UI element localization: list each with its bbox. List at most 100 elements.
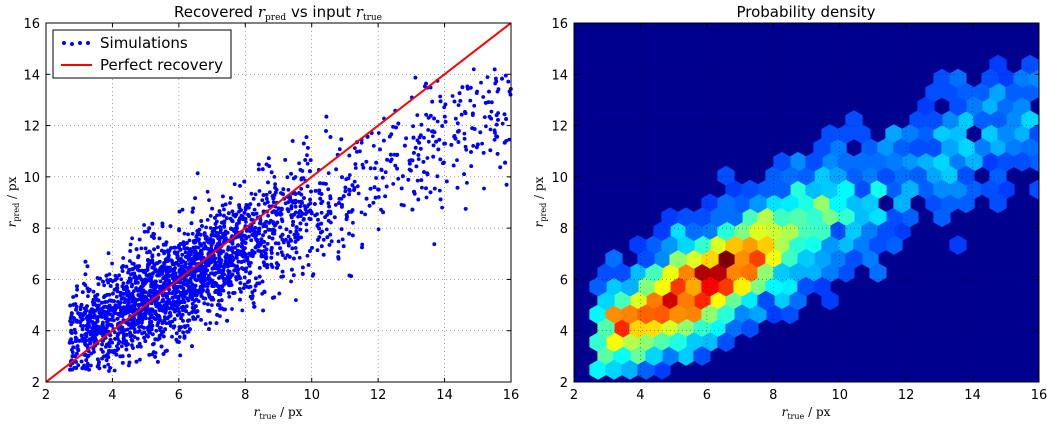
scatter-y-tick-label: 4 bbox=[32, 325, 40, 340]
simulation-point bbox=[185, 329, 190, 334]
simulation-point bbox=[479, 80, 483, 85]
simulation-point bbox=[334, 167, 338, 172]
simulation-point bbox=[415, 113, 420, 117]
simulation-point bbox=[74, 293, 79, 298]
simulation-point bbox=[226, 291, 231, 295]
simulation-point bbox=[72, 302, 76, 307]
simulation-point bbox=[504, 182, 509, 187]
simulation-point bbox=[367, 203, 372, 208]
density-hexbin bbox=[957, 110, 975, 130]
density-x-axis-label: rtrue / px bbox=[782, 405, 831, 421]
simulation-point bbox=[420, 185, 424, 190]
density-hexbin bbox=[933, 124, 951, 144]
simulation-point bbox=[151, 341, 156, 346]
simulation-point bbox=[189, 221, 194, 226]
simulation-point bbox=[125, 327, 130, 332]
simulation-point bbox=[193, 196, 198, 201]
density-hexbin bbox=[821, 262, 839, 283]
simulation-point bbox=[161, 329, 166, 334]
simulation-point bbox=[432, 116, 436, 121]
simulation-point bbox=[450, 94, 455, 98]
simulation-point bbox=[104, 273, 109, 278]
simulation-point bbox=[191, 206, 196, 211]
simulation-point bbox=[182, 293, 187, 298]
simulation-point bbox=[101, 350, 105, 354]
density-hexbin bbox=[725, 262, 743, 283]
density-hexbin bbox=[893, 165, 911, 186]
density-hexbin bbox=[669, 304, 687, 325]
simulation-point bbox=[455, 158, 459, 163]
simulation-point bbox=[273, 241, 278, 246]
simulation-point bbox=[298, 221, 303, 226]
simulation-point bbox=[147, 291, 152, 296]
simulation-point bbox=[290, 246, 295, 251]
simulation-point bbox=[443, 119, 448, 124]
simulation-point bbox=[349, 274, 354, 278]
density-hexbin bbox=[813, 165, 831, 186]
density-hexbin bbox=[973, 110, 991, 130]
simulation-point bbox=[173, 251, 177, 255]
simulation-point bbox=[424, 112, 429, 117]
simulation-point bbox=[84, 324, 89, 328]
density-hexbin bbox=[941, 110, 959, 130]
density-hexbin bbox=[981, 179, 999, 200]
simulation-point bbox=[368, 186, 373, 191]
density-hexbin bbox=[957, 82, 975, 103]
density-hexbin bbox=[933, 207, 951, 228]
simulation-point bbox=[412, 151, 416, 155]
simulation-point bbox=[347, 153, 352, 158]
simulation-point bbox=[73, 330, 78, 335]
density-hexbin bbox=[597, 318, 615, 339]
legend-marker-simulations bbox=[62, 41, 90, 46]
simulation-point bbox=[456, 103, 461, 107]
density-hexbin bbox=[861, 249, 879, 269]
simulation-point bbox=[262, 263, 267, 268]
simulation-point bbox=[129, 309, 134, 314]
simulation-point bbox=[424, 186, 428, 191]
density-hexbin bbox=[733, 304, 751, 325]
density-hexbin bbox=[821, 207, 839, 228]
scatter-y-tick-label: 12 bbox=[23, 120, 40, 135]
simulation-point bbox=[476, 142, 480, 147]
simulation-point bbox=[131, 295, 136, 300]
simulation-point bbox=[352, 179, 357, 184]
simulation-point bbox=[83, 272, 88, 277]
density-hexbin bbox=[765, 165, 783, 186]
density-hexbin bbox=[661, 318, 679, 339]
density-hexbin bbox=[837, 179, 855, 200]
simulation-point bbox=[260, 167, 265, 172]
simulation-point bbox=[232, 182, 237, 187]
simulation-point bbox=[179, 280, 183, 285]
simulation-point bbox=[402, 203, 406, 208]
simulation-point bbox=[430, 99, 435, 104]
simulation-point bbox=[217, 303, 222, 307]
simulation-point bbox=[120, 354, 125, 359]
simulation-point bbox=[498, 165, 503, 170]
simulation-point bbox=[470, 126, 475, 131]
simulation-point bbox=[108, 366, 112, 370]
simulation-point bbox=[460, 85, 465, 90]
simulation-point bbox=[341, 194, 346, 199]
simulation-point bbox=[126, 363, 131, 368]
simulation-point bbox=[262, 244, 267, 249]
simulation-point bbox=[434, 139, 438, 144]
simulation-point bbox=[305, 184, 310, 189]
simulation-point bbox=[492, 67, 497, 72]
simulation-point bbox=[136, 254, 141, 258]
simulation-point bbox=[339, 137, 344, 142]
simulation-point bbox=[396, 176, 401, 181]
scatter-x-tick-label: 12 bbox=[370, 388, 387, 403]
simulation-point bbox=[238, 281, 243, 285]
simulation-point bbox=[329, 220, 333, 225]
density-hexbin bbox=[725, 290, 743, 311]
simulation-point bbox=[243, 240, 248, 245]
simulation-point bbox=[173, 275, 178, 280]
simulation-point bbox=[160, 224, 165, 229]
simulation-point bbox=[81, 317, 85, 322]
scatter-y-tick-label: 2 bbox=[32, 376, 40, 391]
density-hexbin bbox=[949, 151, 967, 172]
density-y-tick-label: 16 bbox=[551, 17, 568, 32]
density-hexbin bbox=[597, 346, 615, 366]
density-hexbin bbox=[821, 124, 839, 144]
simulation-point bbox=[199, 318, 203, 322]
